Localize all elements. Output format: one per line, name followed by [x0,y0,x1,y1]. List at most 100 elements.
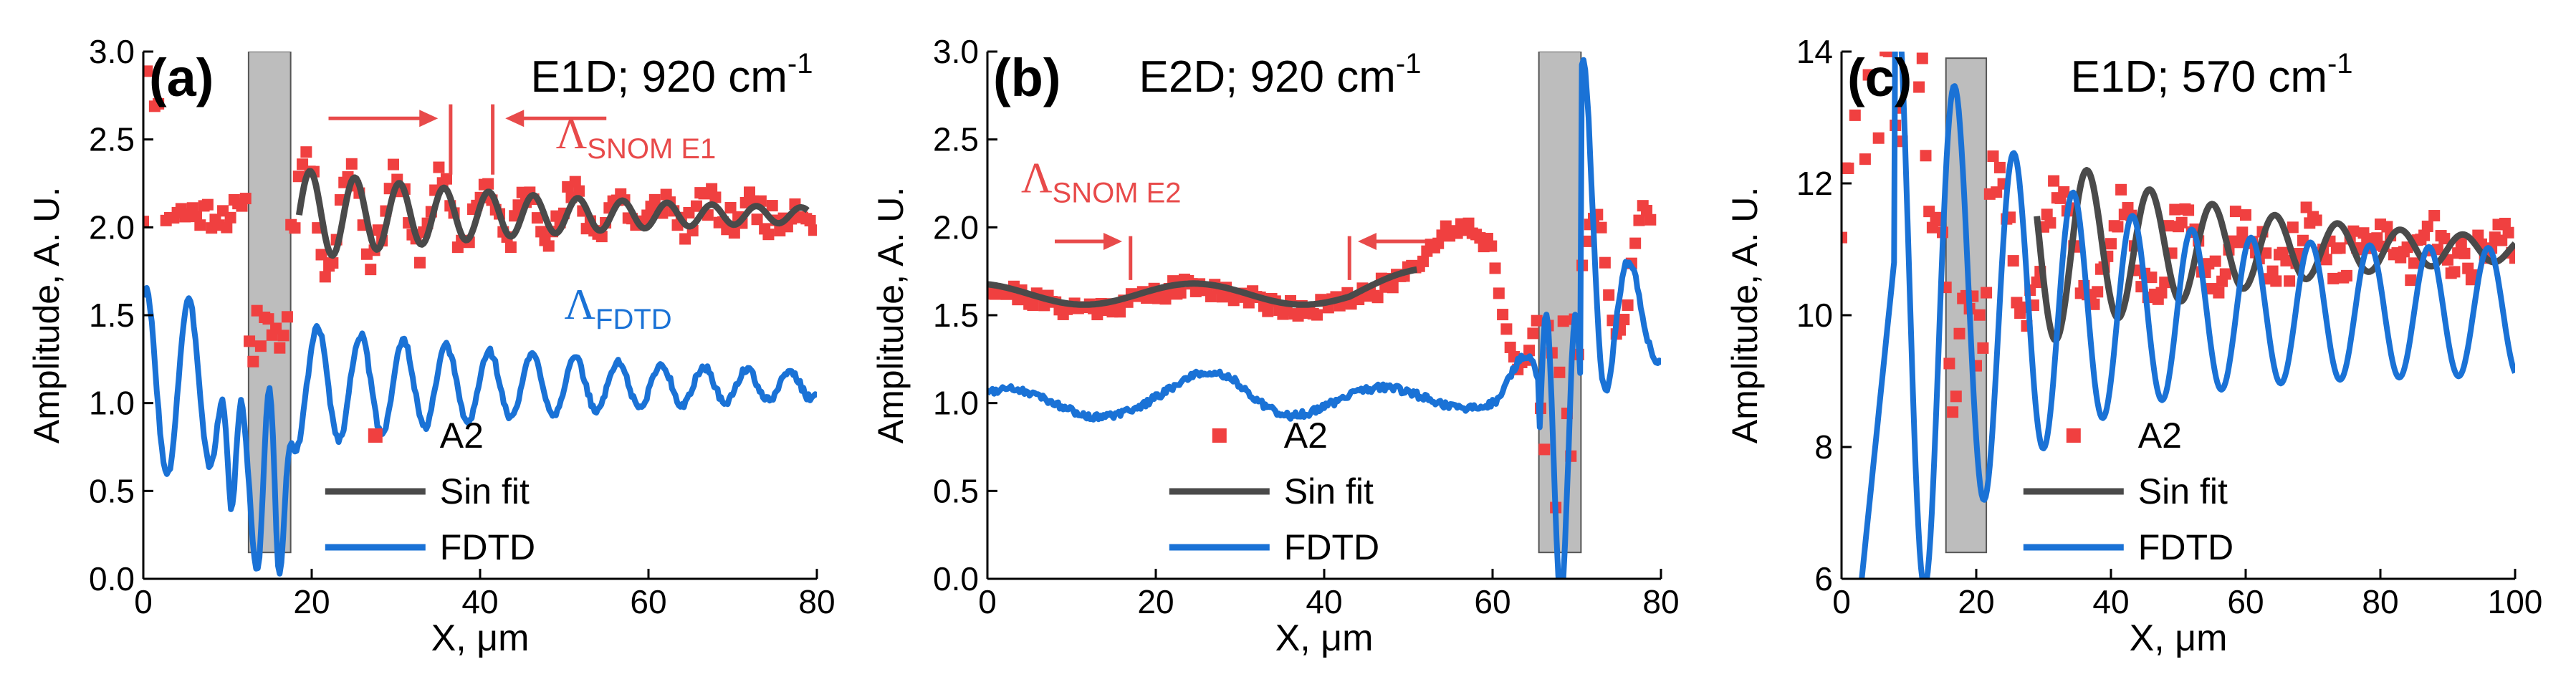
x-tick-label: 100 [2488,583,2543,620]
x-tick-label: 60 [1474,583,1510,620]
data-point [1387,282,1399,294]
panel-label: (b) [993,48,1061,107]
data-point [2229,206,2241,218]
y-tick-label: 2.0 [933,208,979,246]
data-point [2044,217,2057,229]
data-point [1641,205,1653,217]
legend: A2 Sin fit FDTD [325,415,535,567]
data-point [1993,161,2006,173]
wavelength-label-sub: FDTD [595,304,672,335]
data-point [569,176,581,188]
barrier-bar [1538,52,1582,554]
data-point [1485,240,1498,252]
data-point [2115,183,2127,196]
data-point [224,211,236,224]
data-point [2088,298,2100,310]
x-tick-label: 80 [1642,583,1679,620]
data-point [509,210,521,222]
data-point [808,224,817,236]
legend-swatch-a2 [368,428,383,443]
data-point [2458,247,2471,259]
data-point [1489,262,1501,274]
x-tick-label: 80 [798,583,835,620]
data-point [289,222,301,234]
x-axis-label: X, μm [2130,617,2228,659]
data-point [2260,247,2272,259]
data-point [153,97,165,110]
data-point [2320,254,2332,266]
period-arrowhead [419,110,439,128]
data-point [2438,233,2451,245]
data-point [724,201,737,213]
data-point [1531,314,1543,327]
data-point [1595,221,1607,234]
data-point [2183,204,2195,216]
data-point [274,342,286,354]
panel-label: (c) [1847,48,1912,107]
legend-swatch-a2 [2066,428,2081,443]
y-tick-label: 14 [1796,33,1833,70]
data-point [2145,271,2158,284]
data-point [2240,209,2251,221]
legend-swatch-a2 [1212,428,1227,443]
series-sin-fit [295,168,810,259]
data-point [1633,214,1645,226]
chart-panel-1: 0 20 40 60 80 0.0 0.5 1.0 1.5 2.0 2.5 3.0 X, μm Ampli… [27,33,835,659]
panel-title-sup: -1 [2327,48,2353,80]
data-point [1950,390,1962,403]
y-tick-label: 0.5 [89,472,135,509]
data-point [2300,201,2312,213]
data-point [1862,69,1874,81]
data-point [1493,287,1505,299]
legend: A2 Sin fit FDTD [2023,415,2233,567]
data-point [2341,269,2352,282]
data-point [2347,225,2360,237]
y-tick-label: 6 [1814,560,1833,597]
data-point [1886,52,1898,57]
panel-title-sup: -1 [1396,48,1422,80]
data-point [281,311,293,323]
data-point [1910,0,1921,1]
legend-label: Sin fit [2138,471,2228,511]
data-point [1553,366,1566,378]
x-tick-label: 20 [1958,583,1994,620]
data-point [1159,293,1172,305]
data-point [413,256,426,269]
data-point [542,240,555,252]
y-tick-label: 3.0 [933,33,979,70]
plot-area [1842,0,2515,579]
data-point [1842,162,1854,174]
data-point [1599,256,1611,269]
data-point [482,178,494,190]
data-point [2428,210,2441,222]
y-tick-label: 2.5 [89,121,135,158]
x-tick-label: 40 [1306,583,1342,620]
data-point [300,146,312,158]
data-point [319,271,331,283]
y-tick-label: 0.0 [89,560,135,597]
data-point [262,313,274,325]
data-point [1311,309,1323,321]
legend-label: FDTD [2138,527,2233,567]
y-tick-label: 2.0 [89,208,135,246]
data-point [1866,27,1877,39]
data-point [2405,274,2417,287]
data-point [2499,218,2511,230]
data-point [1262,305,1274,317]
panel-title-sup: -1 [787,48,813,80]
chart-panel-3: 0 20 40 60 80 100 6 8 10 12 14 X, μm Amplitude, A. U… [1725,0,2543,659]
data-point [1417,255,1430,267]
data-point [2155,287,2168,299]
data-point [1603,289,1615,301]
data-point [1629,237,1642,249]
data-point [2418,229,2431,241]
data-point [641,209,653,221]
data-point [709,191,722,203]
data-point [2162,220,2174,232]
series-line [987,57,1661,579]
data-point [1538,443,1551,456]
panel-title: E1D; 920 cm-1 [531,48,813,102]
x-tick-label: 0 [134,583,153,620]
data-point [1987,150,1999,163]
